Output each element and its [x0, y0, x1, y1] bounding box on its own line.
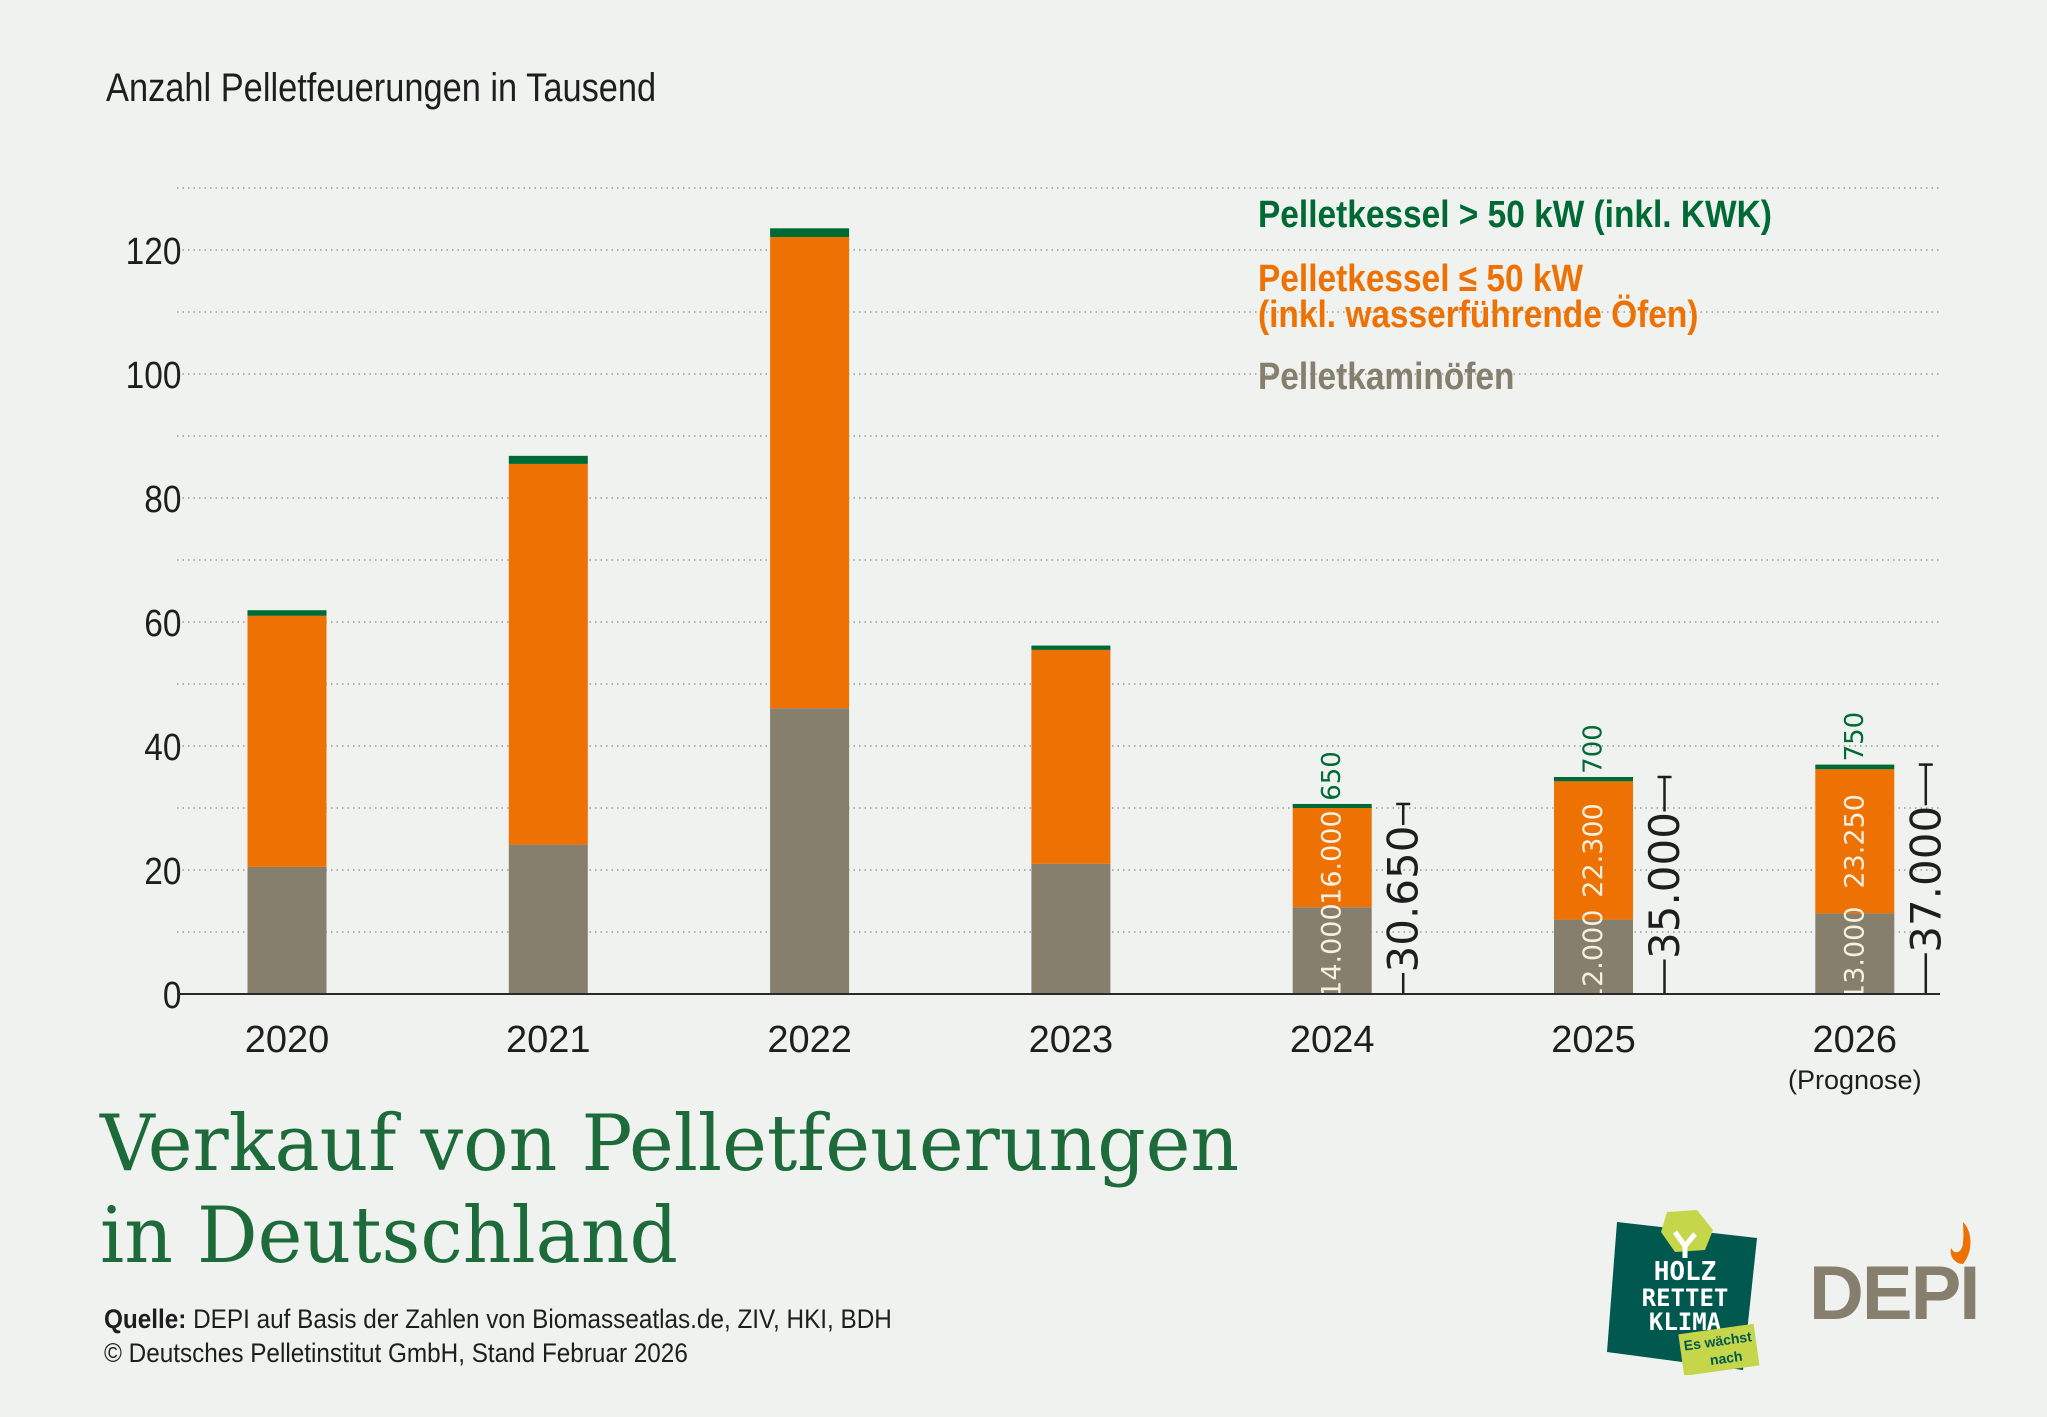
hrk-tag2: nach	[1709, 1348, 1744, 1368]
y-tick-label: 0	[163, 974, 182, 1016]
bar-segment-stoves	[1292, 907, 1372, 994]
y-tick-label: 40	[144, 726, 181, 768]
bar-segment-boiler-small	[1031, 649, 1111, 864]
tree-icon: HOLZ RETTET KLIMA Es wächst nach	[1607, 1210, 1760, 1376]
hrk-line2: RETTET	[1642, 1284, 1729, 1312]
data-label-total: 37.000	[1901, 806, 1950, 953]
depi-logo: DEPI	[1805, 1222, 1980, 1342]
data-label-total: 30.650	[1379, 826, 1428, 973]
x-tick-label: 2024	[1290, 1019, 1375, 1061]
source-label: Quelle:	[104, 1304, 187, 1334]
copyright-line: © Deutsches Pelletinstitut GmbH, Stand F…	[104, 1338, 688, 1368]
x-axis-ticks: 2020 2021 2022 2023 2024 2025 2026 (Prognose)	[245, 1019, 1922, 1095]
source-line: Quelle: DEPI auf Basis der Zahlen von Bi…	[104, 1302, 892, 1336]
bar-segment-boiler-small	[508, 463, 588, 845]
y-tick-label: 60	[144, 602, 181, 644]
x-tick-label: 2023	[1029, 1019, 1114, 1061]
source-text: DEPI auf Basis der Zahlen von Biomasseat…	[186, 1304, 892, 1334]
bar-segment-boiler-small	[1815, 769, 1895, 914]
x-tick-sublabel: (Prognose)	[1788, 1065, 1922, 1095]
bar-segment-boiler-large	[770, 228, 850, 237]
bar-segment-boiler-large	[1292, 803, 1372, 808]
bars	[247, 228, 1895, 994]
legend-item-stoves: Pelletkaminöfen	[1258, 356, 1515, 398]
legend: Pelletkessel > 50 kW (inkl. KWK) Pelletk…	[1258, 196, 1842, 396]
chart-title-line2: in Deutschland	[100, 1191, 678, 1281]
bar-segment-stoves	[1031, 863, 1111, 994]
bar-segment-boiler-large	[508, 455, 588, 464]
legend-item-boiler-small-line1: Pelletkessel ≤ 50 kW	[1258, 258, 1584, 300]
bar-segment-boiler-small	[1292, 808, 1372, 908]
data-label-gray: 12.000	[1578, 910, 1609, 1004]
y-tick-label: 80	[144, 478, 181, 520]
y-axis-unit-label: Anzahl Pelletfeuerungen in Tausend	[106, 66, 657, 110]
data-label-green: 700	[1579, 724, 1609, 774]
depi-wordmark: DEPI	[1809, 1251, 1980, 1336]
y-tick-label: 120	[126, 230, 182, 272]
data-label-gray: 13.000	[1839, 906, 1870, 1000]
y-tick-label: 20	[144, 850, 181, 892]
x-tick-label: 2025	[1551, 1019, 1636, 1061]
bar-segment-boiler-small	[247, 615, 327, 867]
data-label-orange: 23.250	[1839, 794, 1870, 888]
bar-segment-stoves	[508, 844, 588, 994]
bar-segment-stoves	[247, 866, 327, 994]
data-label-green: 650	[1317, 751, 1347, 801]
legend-item-boiler-small-line2: (inkl. wasserführende Öfen)	[1258, 294, 1699, 336]
x-tick-label: 2022	[767, 1019, 852, 1061]
bar-segment-boiler-large	[1031, 645, 1111, 650]
bar-segment-boiler-large	[1815, 764, 1895, 770]
bar-segment-boiler-small	[1554, 781, 1633, 920]
data-label-orange: 16.000	[1317, 810, 1348, 904]
chart-title: Verkauf von Pelletfeuerungen in Deutschl…	[100, 1098, 1239, 1282]
hrk-line1: HOLZ	[1654, 1257, 1717, 1287]
x-tick-label: 2026	[1813, 1019, 1898, 1061]
data-label-orange: 22.300	[1578, 803, 1609, 897]
holz-rettet-klima-logo: HOLZ RETTET KLIMA Es wächst nach	[1605, 1210, 1765, 1376]
flame-icon	[1950, 1222, 1971, 1264]
legend-item-boiler-small: Pelletkessel ≤ 50 kW (inkl. wasserführen…	[1258, 260, 1772, 334]
bar-segment-stoves	[770, 708, 850, 994]
y-tick-label: 100	[126, 354, 182, 396]
legend-item-boiler-large: Pelletkessel > 50 kW (inkl. KWK)	[1258, 194, 1772, 236]
x-tick-label: 2020	[245, 1019, 330, 1061]
bar-segment-stoves	[1815, 913, 1895, 994]
chart-title-line1: Verkauf von Pelletfeuerungen	[100, 1099, 1240, 1189]
bar-segment-boiler-small	[770, 236, 850, 709]
source-note: Quelle: DEPI auf Basis der Zahlen von Bi…	[104, 1302, 892, 1370]
data-label-gray: 14.000	[1317, 903, 1348, 997]
bar-segment-boiler-large	[247, 610, 327, 616]
data-label-total: 35.000	[1640, 812, 1689, 959]
y-axis-ticks: 0 20 40 60 80 100 120	[126, 230, 182, 1016]
data-label-green: 750	[1840, 712, 1870, 762]
x-tick-label: 2021	[506, 1019, 591, 1061]
bar-segment-boiler-large	[1554, 777, 1633, 782]
bar-segment-stoves	[1554, 919, 1633, 994]
